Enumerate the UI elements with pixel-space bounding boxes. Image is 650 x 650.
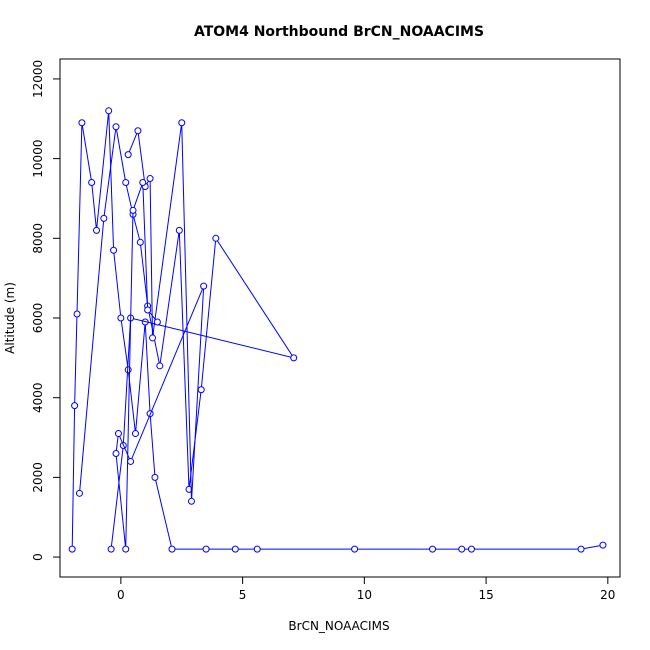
x-axis: 0 5 10 15 20 bbox=[117, 576, 615, 602]
data-point bbox=[107, 545, 115, 553]
data-point bbox=[68, 545, 76, 553]
data-point bbox=[93, 226, 101, 234]
series-line bbox=[71, 110, 604, 550]
data-point bbox=[105, 107, 113, 115]
series-line bbox=[115, 122, 205, 550]
data-point bbox=[131, 430, 139, 438]
data-point bbox=[75, 489, 83, 497]
data-point bbox=[200, 282, 208, 290]
data-point bbox=[467, 545, 475, 553]
series-line bbox=[79, 126, 295, 550]
data-point bbox=[187, 497, 195, 505]
data-point bbox=[88, 179, 96, 187]
data-point bbox=[124, 151, 132, 159]
data-point bbox=[151, 473, 159, 481]
data-point bbox=[112, 449, 120, 457]
data-point bbox=[458, 545, 466, 553]
data-point bbox=[212, 234, 220, 242]
y-tick-label: 12000 bbox=[31, 60, 45, 98]
data-point bbox=[253, 545, 261, 553]
data-point bbox=[175, 226, 183, 234]
data-point bbox=[73, 310, 81, 318]
x-tick-label: 10 bbox=[357, 588, 372, 602]
chart-title: ATOM4 Northbound BrCN_NOAACIMS bbox=[194, 24, 484, 40]
data-point bbox=[202, 545, 210, 553]
data-point bbox=[153, 318, 161, 326]
data-point bbox=[110, 246, 118, 254]
data-point bbox=[139, 179, 147, 187]
data-point bbox=[134, 127, 142, 135]
data-point bbox=[351, 545, 359, 553]
y-tick-label: 6000 bbox=[31, 303, 45, 334]
data-point bbox=[197, 386, 205, 394]
data-point bbox=[429, 545, 437, 553]
data-point bbox=[71, 402, 79, 410]
data-point bbox=[178, 119, 186, 127]
data-point bbox=[144, 306, 152, 314]
data-point bbox=[136, 238, 144, 246]
data-point bbox=[231, 545, 239, 553]
data-point bbox=[168, 545, 176, 553]
data-point bbox=[146, 175, 154, 183]
y-tick-label: 2000 bbox=[31, 462, 45, 493]
y-tick-label: 0 bbox=[31, 553, 45, 561]
y-axis-label: Altitude (m) bbox=[3, 282, 17, 354]
y-tick-label: 8000 bbox=[31, 223, 45, 254]
plot-frame bbox=[59, 58, 621, 578]
x-tick-label: 5 bbox=[239, 588, 247, 602]
data-point bbox=[122, 179, 130, 187]
data-point bbox=[290, 354, 298, 362]
data-point bbox=[122, 545, 130, 553]
data-point bbox=[129, 206, 137, 214]
data-point bbox=[112, 123, 120, 131]
data-point bbox=[117, 314, 125, 322]
data-point bbox=[149, 334, 157, 342]
x-tick-label: 0 bbox=[117, 588, 125, 602]
y-tick-label: 10000 bbox=[31, 140, 45, 178]
x-axis-label: BrCN_NOAACIMS bbox=[288, 619, 389, 633]
data-point bbox=[156, 362, 164, 370]
x-tick-label: 15 bbox=[478, 588, 493, 602]
y-tick-label: 4000 bbox=[31, 382, 45, 413]
x-tick-label: 20 bbox=[600, 588, 615, 602]
series-layer bbox=[68, 107, 607, 553]
data-point bbox=[127, 457, 135, 465]
data-point bbox=[577, 545, 585, 553]
data-point bbox=[78, 119, 86, 127]
data-point bbox=[100, 214, 108, 222]
data-point bbox=[114, 430, 122, 438]
data-point bbox=[599, 541, 607, 549]
y-axis: 0 2000 4000 6000 8000 10000 12000 bbox=[31, 60, 61, 561]
